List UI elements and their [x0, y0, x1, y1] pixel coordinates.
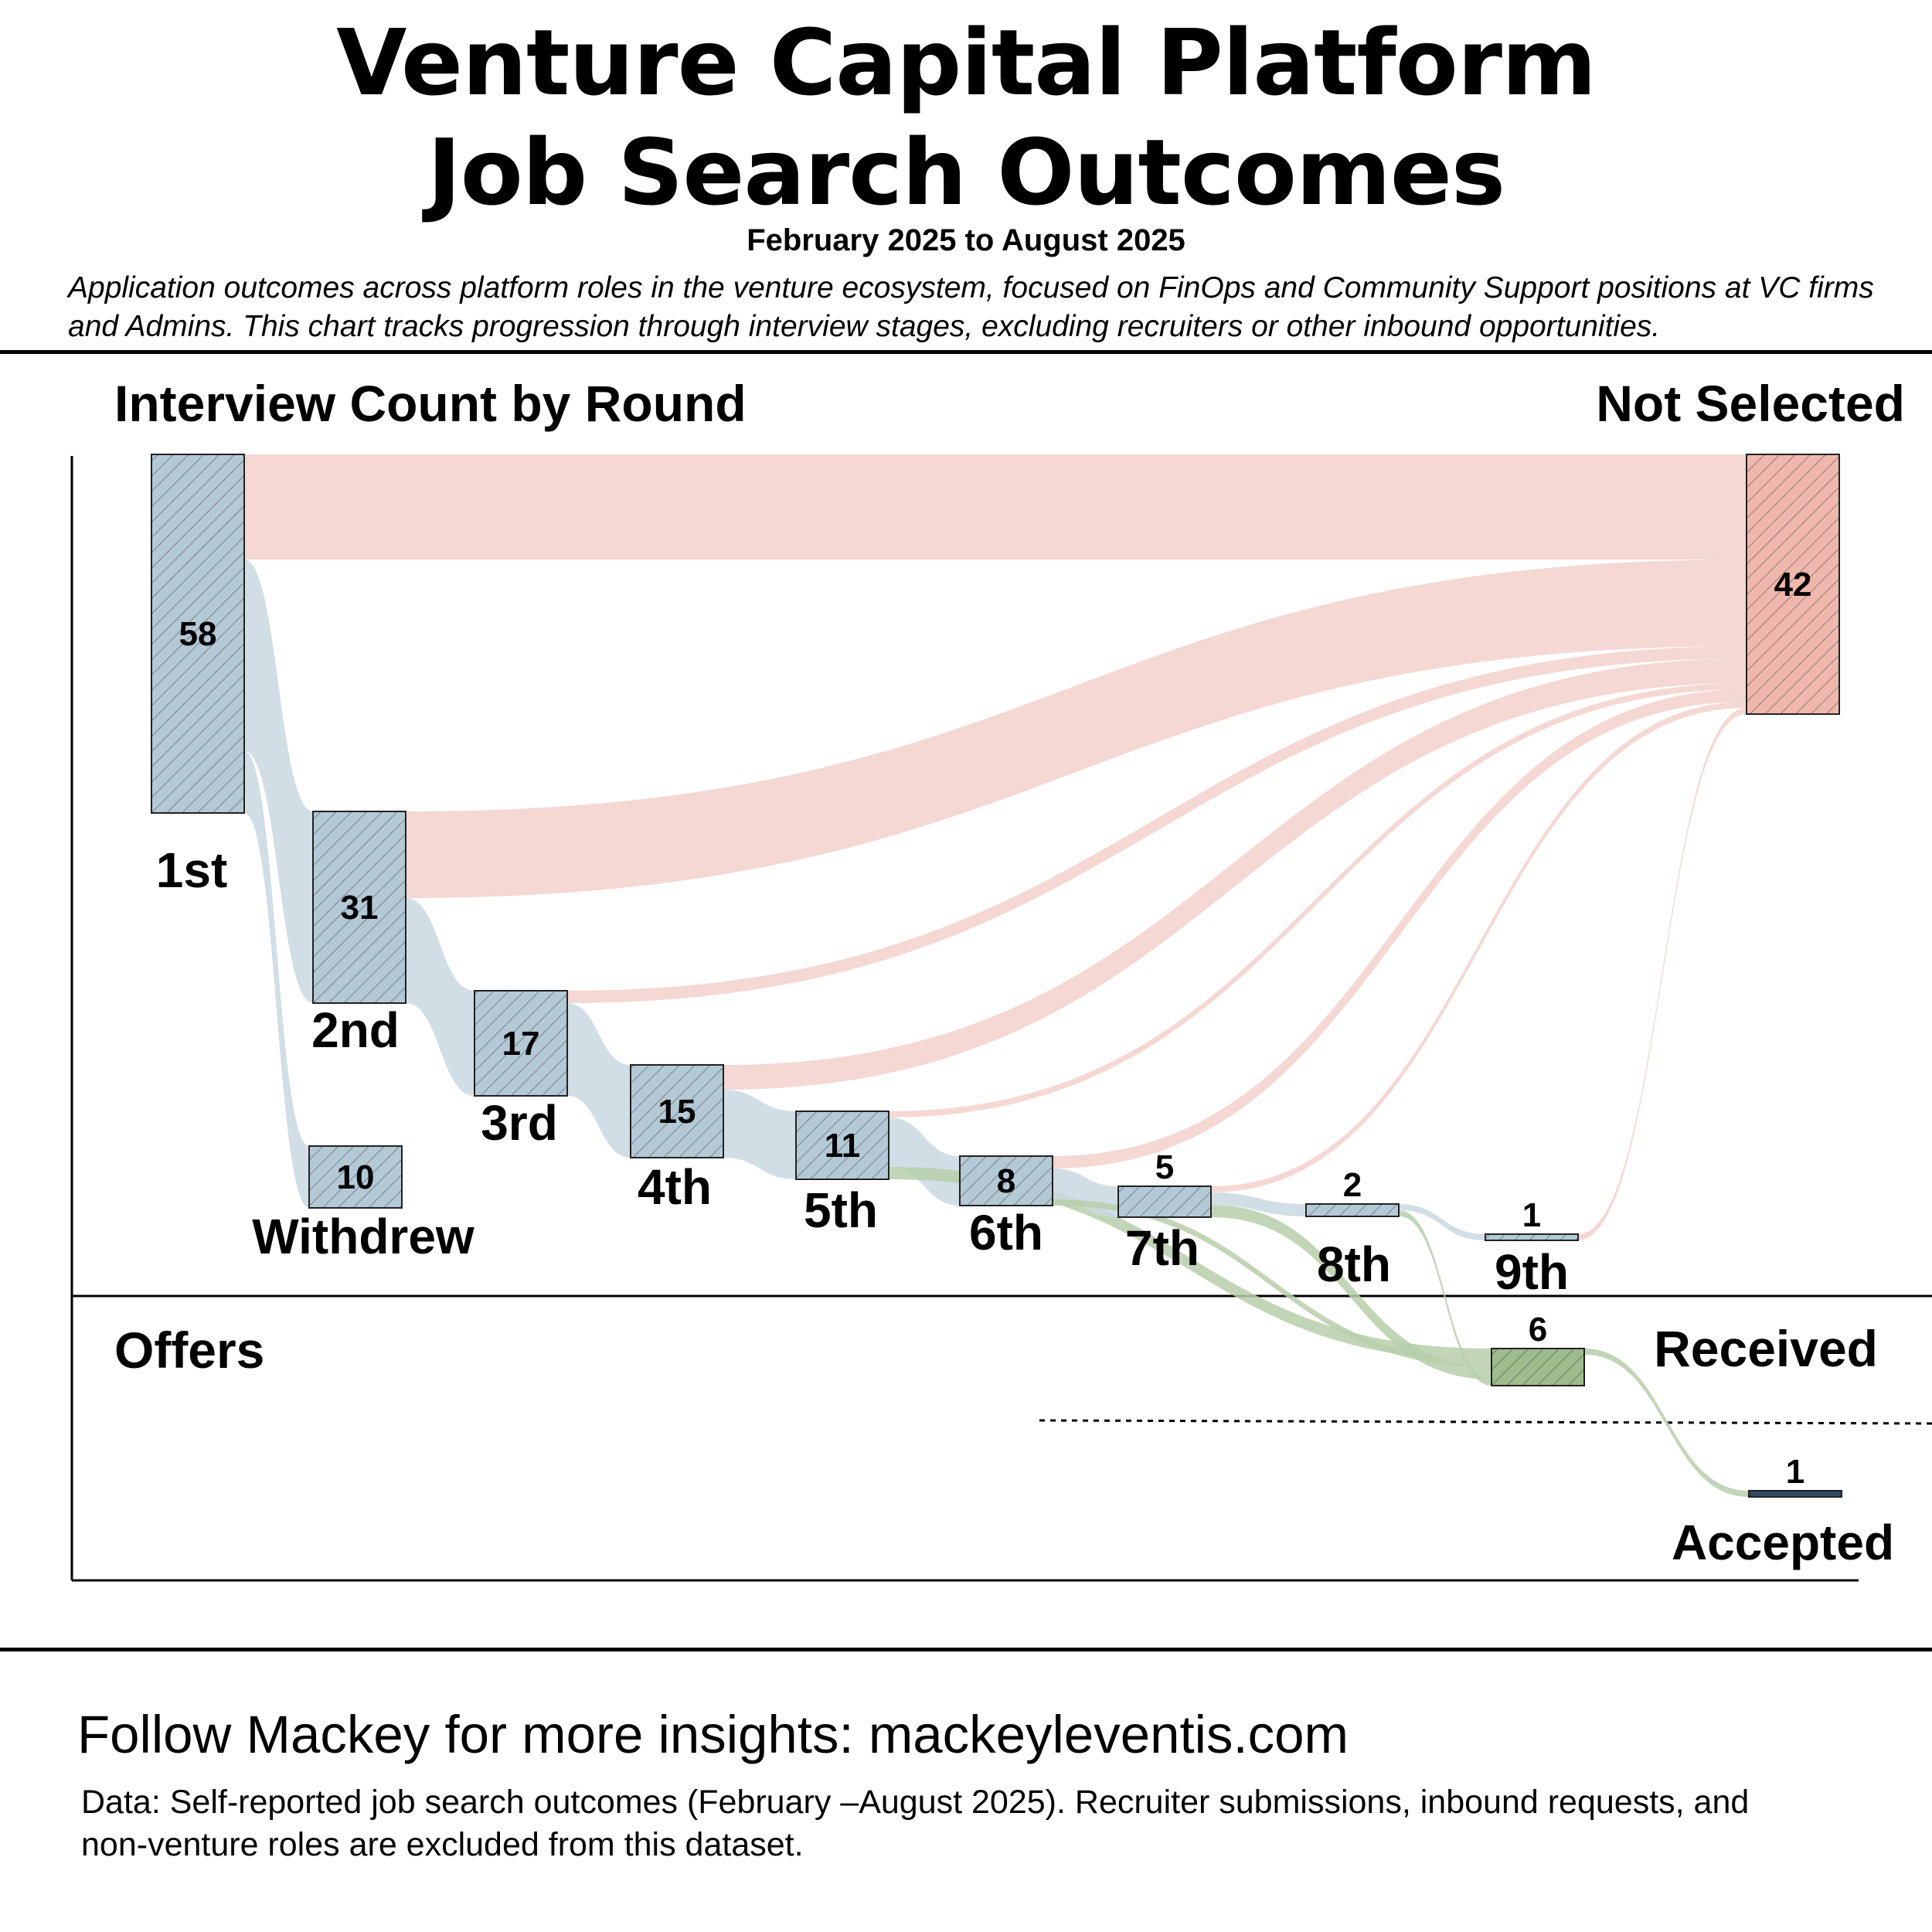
node-hatch-r7 — [1118, 1186, 1211, 1217]
node-hatch-r5 — [796, 1111, 889, 1179]
flow-r3-to-r4 — [567, 1003, 631, 1158]
node-r4 — [630, 1064, 724, 1158]
node-r2 — [312, 811, 406, 1004]
flow-r2-to-notsel — [406, 560, 1747, 898]
node-hatch-r9 — [1485, 1234, 1578, 1240]
flow-r1-to-withdrew — [244, 751, 309, 1208]
node-hatch-r1 — [151, 454, 244, 813]
node-label-r8: 8th — [1317, 1236, 1391, 1292]
node-value-r8: 2 — [1343, 1166, 1362, 1204]
node-hatch-withdrew — [309, 1146, 402, 1208]
node-withdrew — [308, 1145, 403, 1209]
flow-r7-to-notsel — [1211, 702, 1747, 1192]
flow-received-to-accepted — [1584, 1349, 1749, 1497]
chart-description: Application outcomes across platform rol… — [68, 271, 1874, 343]
flow-labels: 58 31 17 15 11 8 5 2 1 10 42 6 1 1st 2nd 3rd 4th 5th 6th 7t… — [156, 566, 1894, 1570]
node-label-r2: 2nd — [311, 1002, 400, 1058]
node-value-withdrew: 10 — [337, 1158, 375, 1196]
node-value-r3: 17 — [502, 1025, 540, 1063]
top-divider — [0, 350, 1932, 354]
node-r5 — [795, 1111, 889, 1180]
node-label-r9: 9th — [1495, 1244, 1569, 1300]
received-section-title: Received — [1654, 1320, 1878, 1377]
flow-links — [244, 454, 1749, 1497]
flow-r7-to-r8 — [1211, 1192, 1306, 1216]
flow-r8-to-received — [1399, 1210, 1492, 1386]
chart-frame — [70, 456, 1932, 1582]
node-value-r4: 15 — [658, 1093, 696, 1131]
flow-r9-to-notsel — [1578, 708, 1747, 1240]
node-r9 — [1485, 1233, 1579, 1241]
footer-data-note: Data: Self-reported job search outcomes … — [81, 1784, 1750, 1863]
node-value-accepted: 1 — [1786, 1453, 1804, 1491]
node-label-accepted: Accepted — [1672, 1515, 1894, 1570]
node-hatch-r4 — [631, 1065, 723, 1158]
flow-r6-to-notsel — [1053, 689, 1747, 1168]
node-bar-accepted — [1748, 1490, 1842, 1498]
node-r1 — [151, 454, 245, 814]
node-accepted — [1748, 1490, 1842, 1498]
node-value-r9: 1 — [1522, 1196, 1541, 1234]
flow-nodes — [151, 454, 1842, 1498]
node-label-r7: 7th — [1125, 1220, 1199, 1276]
flow-r4-to-r5 — [723, 1090, 796, 1179]
node-value-r2: 31 — [341, 889, 379, 927]
node-hatch-r6 — [960, 1156, 1053, 1206]
chart-subtitle: February 2025 to August 2025 — [747, 223, 1185, 257]
not-selected-section-title: Not Selected — [1596, 375, 1905, 432]
node-r3 — [474, 990, 568, 1097]
node-value-r1: 58 — [179, 615, 217, 653]
bottom-divider — [0, 1648, 1932, 1651]
node-notsel — [1746, 454, 1840, 715]
node-hatch-r3 — [474, 991, 567, 1096]
node-hatch-r2 — [313, 811, 406, 1003]
node-r6 — [959, 1155, 1053, 1206]
section-titles: Interview Count by Round Not Selected Of… — [114, 375, 1905, 1379]
node-hatch-notsel — [1747, 454, 1839, 714]
flow-r4-to-notsel — [723, 658, 1747, 1090]
flow-r6-to-received — [1053, 1199, 1492, 1367]
flow-r7-to-received — [1211, 1205, 1492, 1379]
flow-r8-to-r9 — [1399, 1204, 1485, 1240]
chart-title: Venture Capital Platform Job Search Outc… — [0, 8, 1932, 227]
node-hatch-received — [1492, 1349, 1584, 1386]
chart-title-line1: Venture Capital Platform — [336, 9, 1597, 116]
footer-follow-text: Follow Mackey for more insights: mackeyl… — [77, 1705, 1349, 1764]
flow-r5-to-notsel — [889, 683, 1747, 1117]
node-received — [1491, 1348, 1585, 1386]
node-label-r4: 4th — [638, 1159, 712, 1215]
flow-r1-to-notsel — [244, 454, 1747, 560]
node-value-received: 6 — [1529, 1311, 1547, 1349]
node-value-r7: 5 — [1155, 1148, 1174, 1186]
flow-r2-to-r3 — [406, 898, 474, 1096]
node-label-r3: 3rd — [481, 1095, 558, 1151]
node-label-r1: 1st — [156, 842, 228, 898]
flow-r5-to-r6 — [889, 1117, 960, 1206]
node-label-r6: 6th — [969, 1205, 1043, 1260]
interviews-section-title: Interview Count by Round — [114, 375, 747, 432]
node-value-r6: 8 — [997, 1162, 1015, 1200]
node-value-r5: 11 — [825, 1127, 861, 1165]
node-r8 — [1305, 1203, 1400, 1217]
node-label-withdrew: Withdrew — [252, 1209, 474, 1264]
flow-r5-to-received — [889, 1167, 1492, 1361]
node-hatch-r8 — [1306, 1204, 1399, 1216]
node-value-notsel: 42 — [1774, 566, 1812, 604]
node-r7 — [1117, 1185, 1212, 1218]
chart-title-line2: Job Search Outcomes — [427, 119, 1505, 226]
offers-section-title: Offers — [114, 1321, 264, 1379]
node-label-r5: 5th — [804, 1182, 878, 1238]
flow-r1-to-r2 — [244, 560, 313, 1003]
flow-r3-to-notsel — [567, 646, 1747, 1003]
